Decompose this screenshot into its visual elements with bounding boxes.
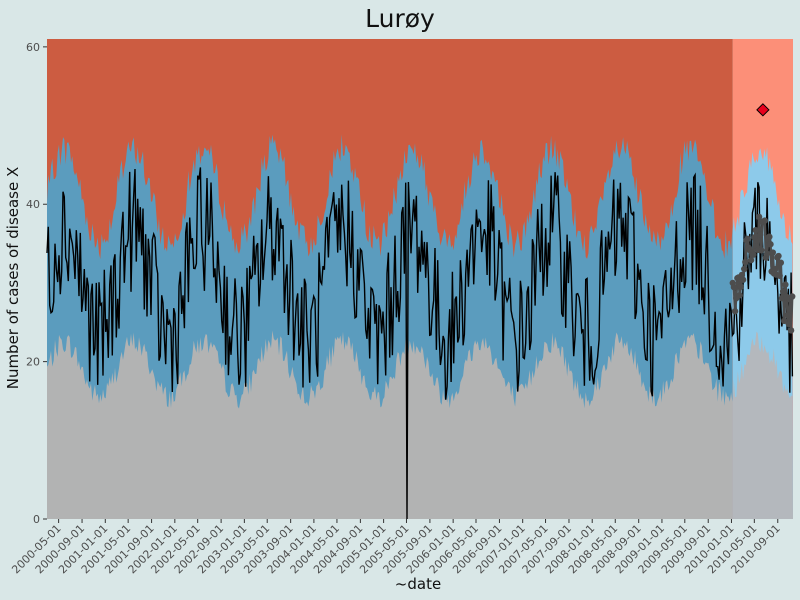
y-tick-label: 0: [33, 513, 40, 526]
expected-count-point-9: [739, 276, 747, 283]
expected-count-point-13: [744, 235, 751, 243]
expected-count-point-23: [755, 213, 763, 221]
expected-count-point-46: [782, 281, 789, 288]
y-tick-label: 60: [26, 41, 40, 54]
x-axis-title: ~date: [395, 575, 441, 593]
expected-count-point-40: [775, 252, 782, 260]
expected-count-point-19: [751, 234, 758, 241]
expected-count-point-16: [747, 256, 755, 264]
y-tick-label: 40: [26, 198, 40, 211]
expected-count-point-45: [781, 317, 788, 325]
expected-count-point-52: [789, 293, 796, 300]
expected-count-point-33: [767, 241, 774, 248]
expected-count-point-1: [730, 283, 738, 291]
case-count-line: [46, 167, 794, 520]
expected-count-point-32: [766, 233, 773, 240]
expected-count-point-48: [784, 312, 791, 319]
series-layer: [46, 103, 796, 520]
expected-count-point-18: [750, 251, 757, 258]
expected-count-point-42: [777, 259, 785, 266]
expected-count-point-25: [758, 247, 765, 254]
chart-title: Lurøy: [365, 4, 435, 33]
expected-count-point-10: [741, 265, 748, 273]
expected-count-point-28: [761, 217, 769, 224]
expected-count-point-37: [771, 266, 779, 273]
expected-count-point-44: [779, 288, 787, 295]
y-tick-label: 20: [26, 356, 40, 369]
expected-count-point-6: [736, 292, 743, 299]
expected-count-point-35: [769, 249, 777, 256]
outbreak-marker: [756, 103, 770, 117]
expected-count-point-11: [742, 258, 749, 266]
y-axis-title: Number of cases of disease X: [4, 167, 22, 390]
expected-count-point-24: [757, 231, 764, 239]
expected-count-point-20: [752, 226, 759, 234]
expected-count-point-30: [763, 250, 771, 257]
lower-band-historic: [47, 330, 733, 519]
expected-count-point-49: [785, 320, 793, 328]
expected-count-point-7: [737, 283, 745, 290]
expected-count-point-51: [787, 327, 795, 334]
lower-band-current: [732, 331, 793, 519]
expected-count-point-2: [731, 308, 739, 315]
expected-count-point-41: [776, 272, 783, 279]
